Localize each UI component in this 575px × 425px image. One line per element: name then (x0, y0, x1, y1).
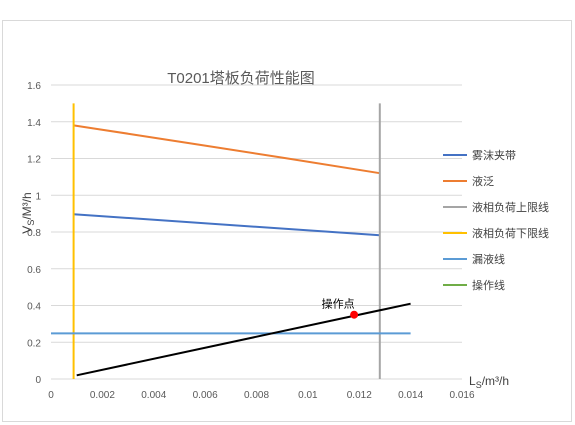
y-axis-title-sub: S (26, 220, 36, 226)
x-tick-label: 0.016 (449, 390, 474, 401)
legend-label: 液泛 (472, 174, 494, 188)
chart-frame: 0 0.2 0.4 0.6 0.8 1 1.2 1.4 1.6 0 0.002 0.004 0.006 0… (2, 20, 572, 422)
series-line (73, 124, 380, 175)
x-tick-label: 0.002 (90, 390, 115, 401)
y-axis-title-rest: /M³/h (20, 192, 34, 219)
operating-point-label: 操作点 (322, 297, 355, 311)
operating-point-group: 操作点 (322, 297, 359, 319)
operating-line (76, 302, 411, 377)
y-tick-label: 0 (35, 375, 41, 386)
x-tick-label: 0.014 (398, 390, 423, 401)
y-axis-title-main: V (20, 226, 34, 234)
legend-label: 雾沫夹带 (472, 149, 516, 162)
y-tick-label: 1 (35, 191, 41, 202)
gridlines (51, 84, 462, 343)
y-tick-label: 1.4 (27, 118, 41, 129)
y-axis-title: VS/M³/h (20, 192, 36, 233)
y-tick-label: 0.4 (27, 302, 41, 313)
x-axis-title-rest: /m³/h (482, 374, 509, 388)
y-tick-label: 0.8 (27, 228, 41, 239)
operating-point-marker (350, 310, 359, 319)
y-tick-label: 1.6 (27, 81, 41, 92)
x-tick-label: 0.012 (347, 390, 372, 401)
axes: 0 0.2 0.4 0.6 0.8 1 1.2 1.4 1.6 0 0.002 0.004 0.006 0… (27, 81, 475, 401)
legend-label: 漏液线 (472, 252, 505, 266)
x-tick-label: 0.01 (298, 390, 318, 401)
legend-label: 操作线 (472, 278, 505, 292)
chart-title: T0201塔板负荷性能图 (167, 69, 315, 87)
legend-label: 液相负荷上限线 (472, 200, 549, 214)
x-tick-label: 0.006 (193, 390, 218, 401)
x-axis-title-main: L (469, 374, 476, 388)
series-line (73, 213, 380, 237)
performance-chart: 0 0.2 0.4 0.6 0.8 1 1.2 1.4 1.6 0 0.002 0.004 0.006 0… (20, 69, 549, 401)
x-tick-label: 0.008 (244, 390, 269, 401)
y-tick-label: 0.6 (27, 265, 41, 276)
x-tick-label: 0.004 (141, 390, 166, 401)
x-axis-title-sub: S (476, 380, 482, 390)
y-tick-label: 1.2 (27, 155, 41, 166)
y-tick-label: 0.2 (27, 338, 41, 349)
legend-label: 液相负荷下限线 (472, 226, 549, 240)
series-lines (51, 103, 411, 379)
x-tick-label: 0 (48, 390, 54, 401)
x-axis-title: LS/m³/h (469, 374, 509, 390)
